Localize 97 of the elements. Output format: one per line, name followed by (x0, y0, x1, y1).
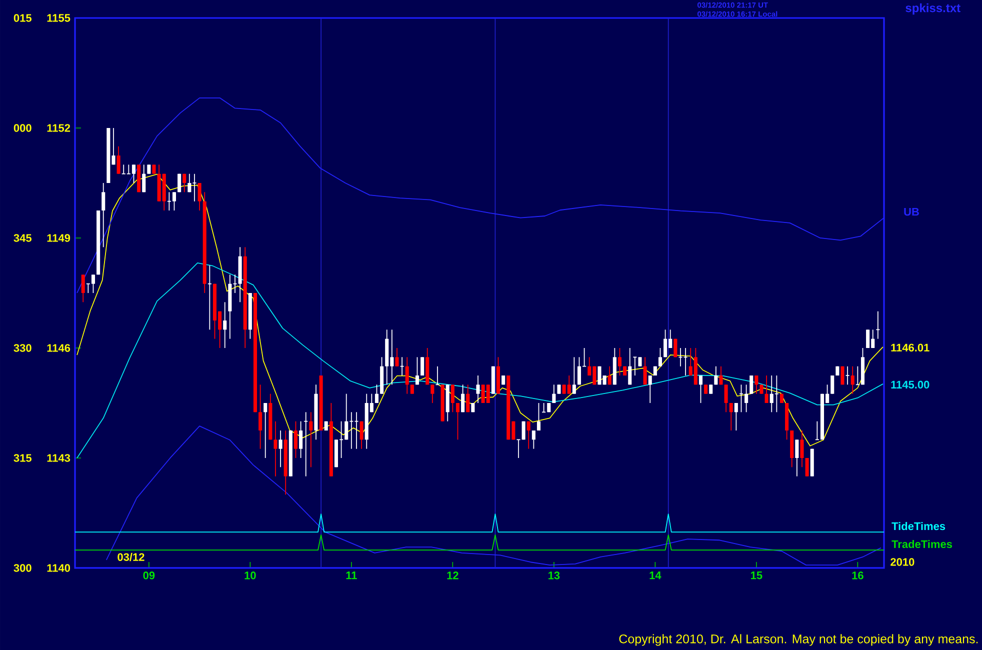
text: spkiss.txt (906, 3, 960, 15)
candlestick (360, 420, 364, 450)
candlestick (876, 310, 880, 340)
candlestick (628, 348, 632, 386)
candlestick (724, 384, 728, 413)
candlestick (400, 356, 404, 376)
x-tick-label: 11 (346, 572, 357, 580)
candlestick (456, 402, 460, 440)
candlestick (572, 356, 576, 394)
candlestick (430, 384, 434, 404)
candlestick (116, 146, 120, 174)
line-series (76, 262, 884, 458)
candlestick (102, 182, 106, 248)
candlestick (734, 402, 738, 431)
series-label: TideTimes (892, 522, 946, 530)
candlestick (750, 375, 754, 394)
candlestick (845, 366, 850, 386)
text: 015 (14, 14, 32, 22)
text: 345 (14, 234, 32, 242)
candlestick (420, 356, 424, 376)
x-tick-label: 13 (548, 572, 560, 580)
candlestick (795, 439, 799, 477)
text: 300 (14, 564, 32, 572)
candlestick (278, 430, 282, 468)
candlestick (800, 430, 804, 468)
candlestick (182, 173, 186, 193)
candlestick (223, 302, 227, 348)
y-tick-label: 1140 (47, 564, 70, 572)
candlestick (207, 265, 212, 330)
text: 000 (14, 124, 32, 132)
annotation: 1146.01 (891, 344, 930, 352)
candlestick (532, 430, 536, 450)
line-series (106, 426, 882, 566)
candlestick (435, 366, 440, 386)
candlestick (152, 164, 156, 174)
candlestick (729, 402, 733, 431)
x-tick-label: 14 (650, 572, 662, 580)
y-tick-label: 1155 (47, 14, 70, 22)
candlestick (264, 402, 268, 458)
candlestick (774, 375, 779, 413)
y-tick-label: 1149 (47, 234, 70, 242)
candlestick (410, 384, 414, 394)
candlestick (764, 375, 768, 404)
candlestick (405, 356, 409, 394)
candlestick (299, 420, 303, 458)
text: 330 (14, 344, 32, 352)
candlestick (461, 384, 465, 413)
text: 2010 (890, 558, 914, 566)
candlestick (805, 458, 809, 477)
candlestick (526, 420, 530, 450)
candlestick (147, 164, 151, 174)
candlestick (542, 402, 546, 413)
candlestick (643, 356, 647, 386)
candlestick (714, 366, 718, 386)
candlestick (198, 182, 202, 211)
candlestick (648, 375, 652, 404)
candlestick (466, 384, 470, 413)
candlestick (415, 356, 420, 386)
candlestick (698, 375, 703, 404)
x-tick-label: 12 (447, 572, 458, 580)
candlestick (395, 348, 399, 367)
y-tick-label: 1146 (47, 344, 70, 352)
candlestick (304, 412, 308, 477)
candlestick (608, 366, 612, 386)
x-tick-label: 16 (852, 572, 864, 580)
x-tick-label: 09 (143, 572, 155, 580)
candlestick (536, 402, 541, 431)
candlestick (719, 366, 723, 386)
candlestick (850, 366, 854, 394)
text: 315 (14, 454, 32, 462)
x-tick-label: 10 (244, 572, 256, 580)
candlestick (830, 375, 834, 394)
annotation: 03/12 (118, 552, 144, 562)
candlestick (294, 420, 298, 458)
candlestick (658, 348, 662, 367)
series-label: TradeTimes (892, 540, 952, 548)
candlestick (557, 384, 561, 394)
candlestick (309, 412, 313, 468)
series-label: UB (904, 208, 919, 216)
candlestick (450, 384, 454, 413)
x-tick-label: 15 (750, 572, 762, 580)
candlestick (258, 384, 262, 450)
candlestick (754, 375, 758, 394)
candlestick (81, 274, 85, 303)
annotation: 1145.00 (891, 380, 930, 389)
candlestick (142, 164, 146, 193)
candlestick (709, 384, 713, 394)
text: Copyright 2010, Dr. Al Larson. May not be copied by any means. (619, 634, 978, 646)
candlestick (374, 384, 379, 404)
candlestick (274, 420, 278, 477)
candlestick (760, 384, 764, 394)
y-tick-label: 1152 (47, 124, 70, 132)
candlestick (618, 348, 622, 376)
candlestick (704, 384, 708, 394)
candlestick (552, 384, 556, 404)
candlestick (476, 375, 480, 404)
y-tick-label: 1143 (47, 454, 70, 462)
